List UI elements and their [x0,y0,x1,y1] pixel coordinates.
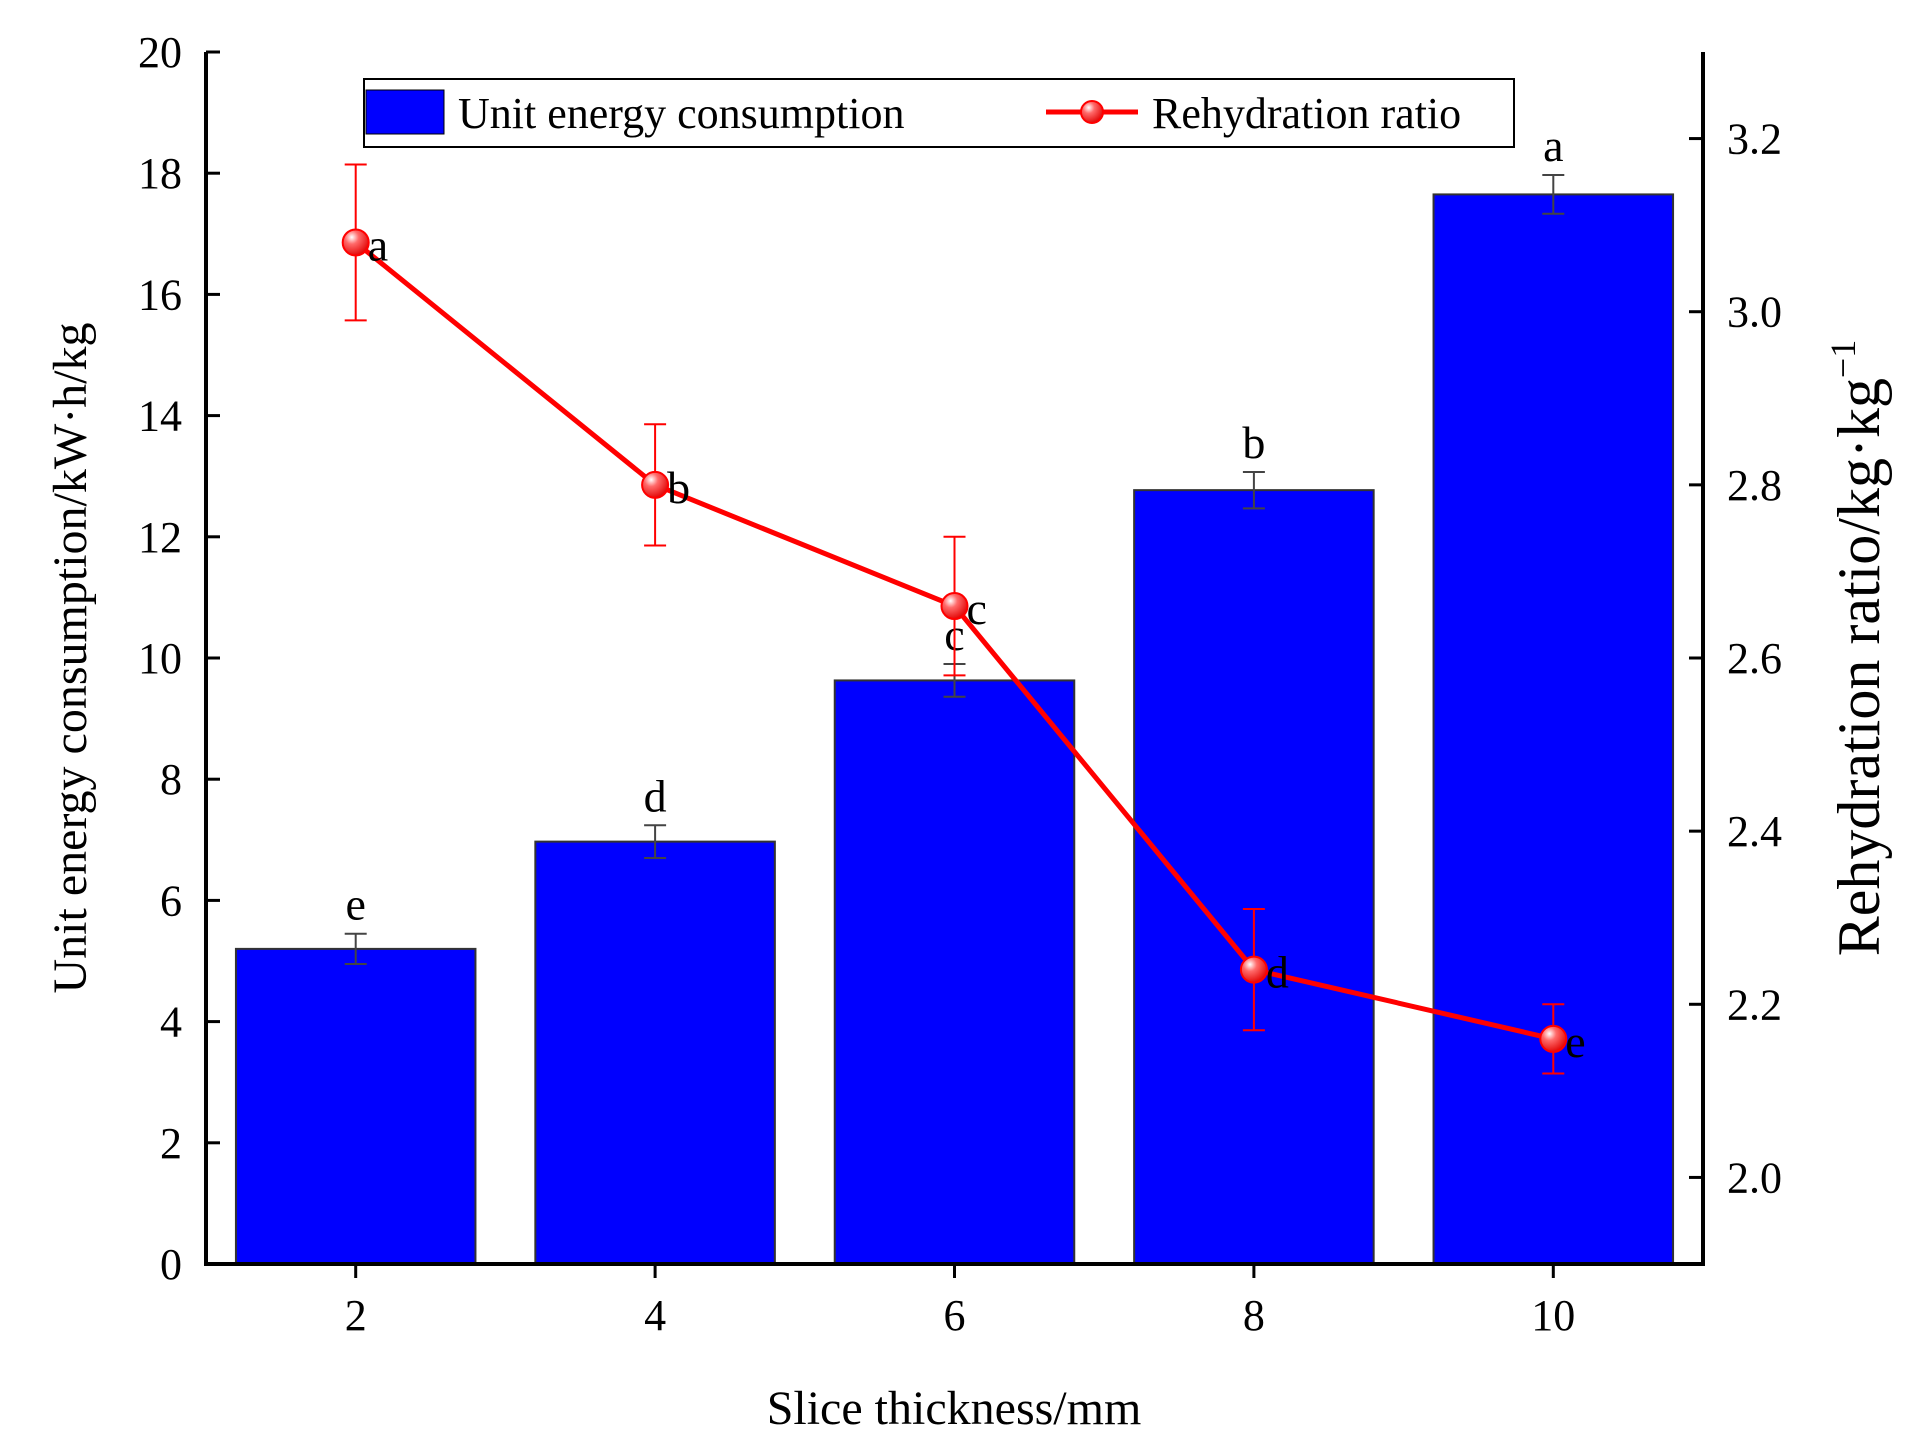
y2-axis-title-main: Rehydration ratio/kg·kg [1826,378,1892,956]
bar-significance-label: e [345,879,365,930]
left-tick-label: 10 [138,634,182,683]
bar-significance-label: d [644,770,667,821]
bar-error-bars [344,174,1565,966]
line-marker [641,470,670,499]
left-tick-label: 16 [138,270,182,319]
line-significance-label: e [1565,1016,1585,1067]
x-axis-ticks: 2 4 6 8 10 [345,1264,1575,1340]
x-tick-label: 8 [1243,1291,1265,1340]
line-significance-label: d [1266,947,1289,998]
left-tick-label: 12 [138,513,182,562]
right-tick-label: 2.4 [1727,807,1782,856]
left-tick-label: 8 [160,755,182,804]
right-tick-label: 3.0 [1727,288,1782,337]
left-axis-ticks: 0 2 4 6 8 10 12 14 16 18 20 [138,28,220,1289]
right-tick-label: 2.6 [1727,634,1782,683]
right-tick-label: 3.2 [1727,115,1782,164]
x-tick-label: 4 [644,1291,666,1340]
line-marker [1239,955,1268,984]
left-tick-label: 4 [160,998,182,1047]
legend: Unit energy consumption Rehydration rati… [363,78,1515,148]
right-tick-label: 2.2 [1727,980,1782,1029]
line-significance-labels: a b c d e [368,219,1586,1066]
legend-label-rehydration: Rehydration ratio [1152,89,1461,138]
legend-box [363,78,1515,148]
x-tick-label: 2 [345,1291,367,1340]
left-tick-label: 6 [160,876,182,925]
left-tick-label: 20 [138,28,182,77]
line-marker [940,592,969,621]
left-tick-label: 18 [138,149,182,198]
bar-series [234,193,1675,1265]
x-axis-title: Slice thickness/mm [767,1382,1142,1435]
line-significance-label: b [667,462,690,513]
right-tick-label: 2.8 [1727,461,1782,510]
bar [1432,193,1675,1265]
bar-significance-labels: e d c b a [345,120,1563,930]
left-tick-label: 2 [160,1119,182,1168]
bar [1133,489,1375,1265]
line-marker [341,228,370,257]
y2-axis-title: Rehydration ratio/kg·kg−1 [1823,340,1892,957]
line-error-bars [344,163,1565,1075]
y-axis-title: Unit energy consumption/kW·h/kg [44,322,97,993]
legend-swatch-energy [365,89,445,135]
left-tick-label: 0 [160,1240,182,1289]
line-markers [341,228,1568,1053]
bar-significance-label: a [1543,120,1563,171]
bar [534,840,776,1265]
right-tick-label: 2.0 [1727,1153,1782,1202]
bar [234,947,477,1265]
bar [833,679,1076,1265]
right-axis-ticks: 2.0 2.2 2.4 2.6 2.8 3.0 3.2 [1689,115,1782,1202]
line-significance-label: c [967,583,987,634]
bar-significance-label: b [1242,417,1265,468]
legend-marker-rehydration [1080,100,1104,124]
y2-axis-title-superscript: −1 [1823,340,1863,378]
line-significance-label: a [368,219,388,270]
x-tick-label: 6 [944,1291,966,1340]
x-tick-label: 10 [1531,1291,1575,1340]
legend-label-energy: Unit energy consumption [458,89,904,138]
left-tick-label: 14 [138,392,182,441]
line-marker [1539,1024,1568,1053]
